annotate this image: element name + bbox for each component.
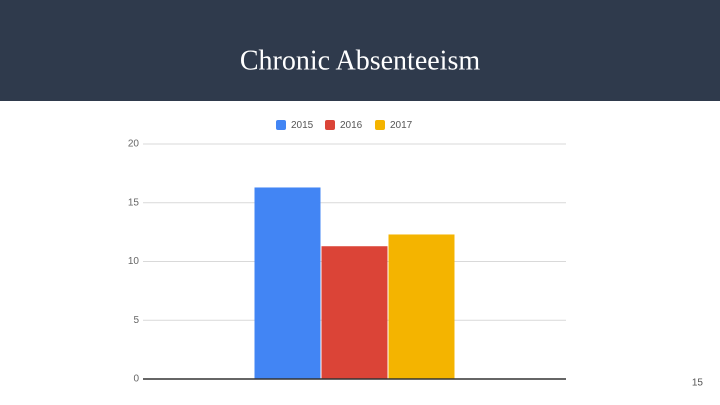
y-tick-label: 15 bbox=[128, 197, 140, 208]
y-tick-label: 20 bbox=[128, 139, 140, 150]
header-band bbox=[0, 0, 720, 101]
bar bbox=[254, 187, 321, 379]
legend-swatch bbox=[325, 120, 335, 130]
y-tick-label: 10 bbox=[128, 256, 140, 267]
legend-label: 2017 bbox=[390, 120, 413, 131]
bar bbox=[388, 234, 455, 379]
bar bbox=[321, 246, 388, 379]
slide-title: Chronic Absenteeism bbox=[240, 45, 481, 76]
page-number: 15 bbox=[692, 378, 704, 389]
legend-label: 2015 bbox=[291, 120, 314, 131]
legend-label: 2016 bbox=[340, 120, 363, 131]
y-tick-label: 5 bbox=[133, 315, 139, 326]
legend-swatch bbox=[375, 120, 385, 130]
legend-swatch bbox=[276, 120, 286, 130]
y-tick-label: 0 bbox=[133, 374, 139, 385]
